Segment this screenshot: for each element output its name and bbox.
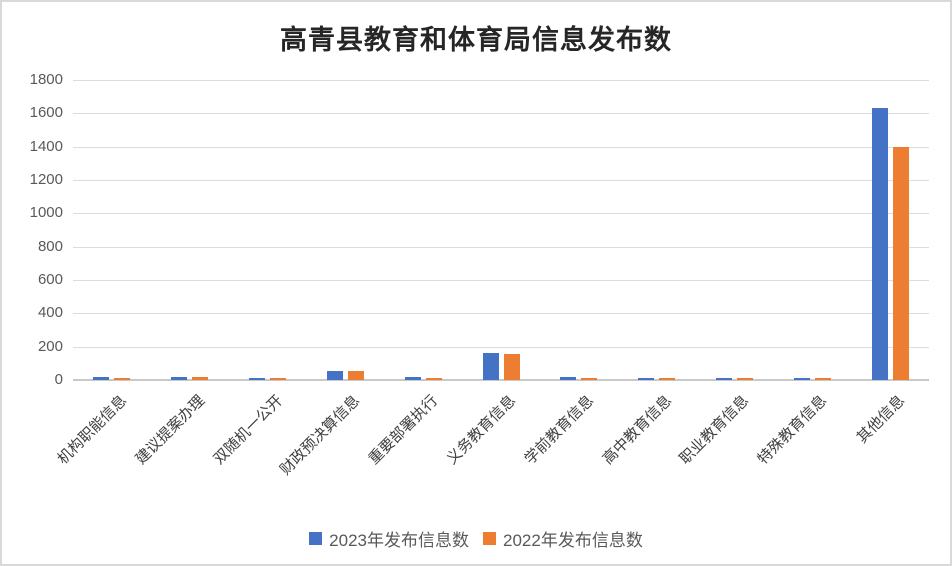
bar-group	[482, 353, 520, 380]
gridline	[73, 246, 929, 248]
bar-group	[249, 378, 287, 380]
x-axis-category-label: 学前教育信息	[521, 392, 597, 468]
y-axis-tick-label: 1400	[29, 137, 63, 155]
bar-2022年发布信息数	[347, 370, 364, 380]
y-axis-tick-label: 800	[37, 237, 63, 255]
legend: 2023年发布信息数 2022年发布信息数	[2, 526, 950, 551]
chart-title: 高青县教育和体育局信息发布数	[280, 25, 672, 55]
gridline	[73, 213, 929, 215]
x-axis-category-label: 义务教育信息	[443, 392, 520, 468]
x-axis-category-label: 其他信息	[853, 392, 909, 447]
bar-2022年发布信息数	[581, 378, 598, 380]
x-axis-line	[73, 379, 929, 381]
plot-area	[73, 80, 929, 381]
bar-group	[793, 378, 831, 380]
x-axis-category-label: 双随机一公开	[210, 392, 286, 468]
bar-2022年发布信息数	[659, 378, 676, 380]
x-axis-category-label: 重要部署执行	[365, 392, 442, 468]
y-axis-tick-label: 1600	[29, 104, 63, 122]
bar-2023年发布信息数	[326, 370, 343, 380]
bar-2022年发布信息数	[503, 353, 520, 380]
bar-2023年发布信息数	[871, 108, 888, 380]
gridline	[73, 80, 929, 81]
bar-2023年发布信息数	[560, 376, 577, 380]
x-axis-category-label: 高中教育信息	[599, 392, 675, 468]
y-axis-tick-label: 600	[37, 271, 63, 288]
bar-2022年发布信息数	[270, 378, 287, 380]
gridline	[73, 113, 929, 115]
x-axis-category-label: 财政预决算信息	[277, 392, 364, 479]
bar-group	[171, 376, 209, 380]
bar-2022年发布信息数	[892, 146, 909, 380]
bar-2023年发布信息数	[638, 378, 655, 380]
gridline	[73, 346, 929, 348]
bar-2023年发布信息数	[793, 378, 810, 380]
gridline	[73, 280, 929, 281]
gridline	[73, 313, 929, 315]
x-axis-category-label: 职业教育信息	[676, 392, 753, 468]
y-axis-tick-label: 1800	[29, 71, 63, 88]
x-axis-category-label: 机构职能信息	[54, 392, 131, 468]
gridline	[73, 146, 929, 148]
gridline	[73, 180, 929, 181]
bar-2023年发布信息数	[171, 376, 188, 380]
bar-2022年发布信息数	[192, 377, 209, 380]
bar-group	[638, 378, 676, 380]
x-axis-category-label: 特殊教育信息	[754, 392, 831, 468]
bar-2022年发布信息数	[814, 378, 831, 380]
y-axis-tick-label: 1000	[29, 204, 63, 222]
bar-2022年发布信息数	[425, 377, 442, 380]
y-axis-tick-label: 400	[37, 304, 63, 322]
bar-group	[560, 376, 598, 380]
y-axis-tick-label: 1200	[29, 171, 63, 188]
legend-marker	[309, 532, 323, 545]
bar-2022年发布信息数	[736, 378, 753, 380]
x-axis-category-label: 建议提案办理	[132, 392, 208, 468]
bar-group	[326, 370, 364, 380]
y-axis-tick-label: 200	[37, 337, 63, 355]
bar-group	[715, 378, 753, 380]
legend-item: 2022年发布信息数	[483, 526, 643, 551]
legend-label: 2023年发布信息数	[329, 531, 469, 550]
bar-group	[871, 108, 909, 380]
bar-group	[93, 376, 131, 380]
bar-2023年发布信息数	[715, 378, 732, 380]
y-axis-tick-label: 0	[54, 371, 63, 388]
bar-2023年发布信息数	[482, 353, 499, 380]
legend-label: 2022年发布信息数	[503, 531, 643, 550]
legend-item: 2023年发布信息数	[309, 526, 469, 551]
bar-2023年发布信息数	[93, 376, 110, 380]
bar-group	[404, 376, 442, 380]
bar-2023年发布信息数	[249, 378, 266, 380]
legend-marker	[483, 532, 496, 545]
bar-2022年发布信息数	[114, 378, 131, 380]
bar-2023年发布信息数	[404, 376, 421, 380]
